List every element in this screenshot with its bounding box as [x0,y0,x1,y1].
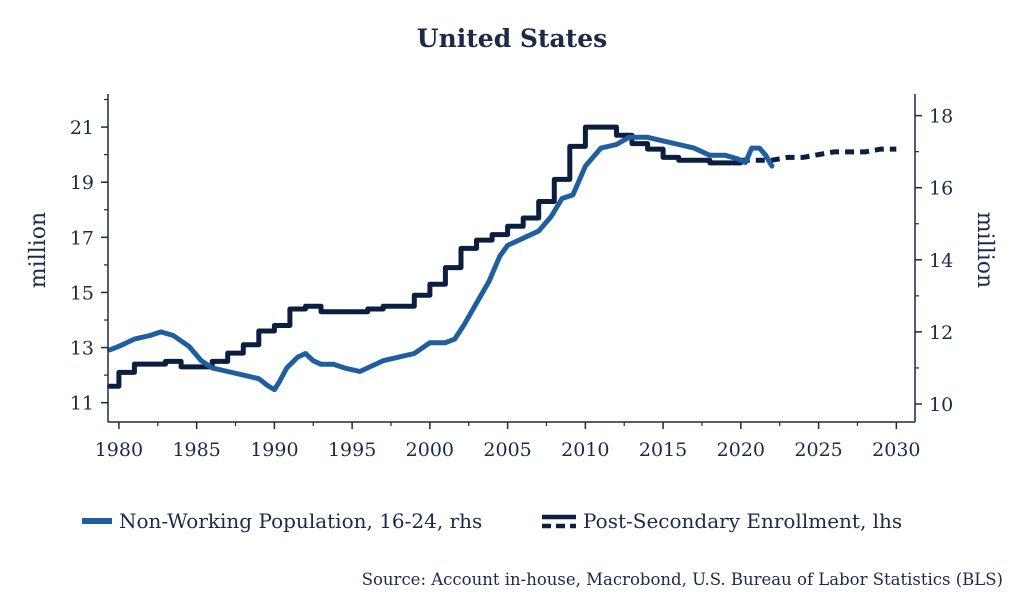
plot-lines [107,124,897,393]
x-axis-ticks: 1980 1985 1990 1995 2000 2005 2010 2015 2020 2025… [95,422,921,461]
left-axis-ticks: 11 13 15 17 19 21 [70,98,108,415]
right-tick-label: 10 [929,394,953,416]
x-tick-label: 2010 [561,439,609,461]
left-tick-label: 15 [70,282,94,304]
legend-label-enrollment: Post-Secondary Enrollment, lhs [583,509,902,533]
source-note: Source: Account in-house, Macrobond, U.S… [362,570,1003,589]
right-tick-label: 18 [929,106,953,128]
nonworking-population-line [107,134,775,393]
x-tick-label: 2015 [639,439,687,461]
x-tick-label: 2030 [872,439,920,461]
left-axis-label: million [26,212,51,288]
left-tick-label: 17 [70,227,94,249]
right-axis-label: million [972,212,997,288]
x-tick-label: 1990 [250,439,298,461]
legend: Non-Working Population, 16-24, rhs Post-… [82,509,902,533]
left-tick-label: 11 [70,393,94,415]
right-tick-label: 14 [929,250,953,272]
left-tick-label: 13 [70,338,94,360]
x-tick-label: 2000 [406,439,454,461]
x-tick-label: 1980 [95,439,143,461]
right-tick-label: 16 [929,178,953,200]
right-tick-label: 12 [929,322,953,344]
enrollment-forecast-line [740,146,897,163]
right-axis-ticks: 10 12 14 16 18 [915,106,953,416]
x-tick-label: 1995 [328,439,376,461]
legend-label-nonworking: Non-Working Population, 16-24, rhs [119,509,482,533]
plot-frame [107,94,916,423]
x-tick-label: 1985 [172,439,220,461]
left-tick-label: 19 [70,172,94,194]
x-tick-label: 2020 [717,439,765,461]
x-tick-label: 2005 [483,439,531,461]
left-tick-label: 21 [70,117,94,139]
chart-title: United States [417,24,607,53]
x-tick-label: 2025 [794,439,842,461]
